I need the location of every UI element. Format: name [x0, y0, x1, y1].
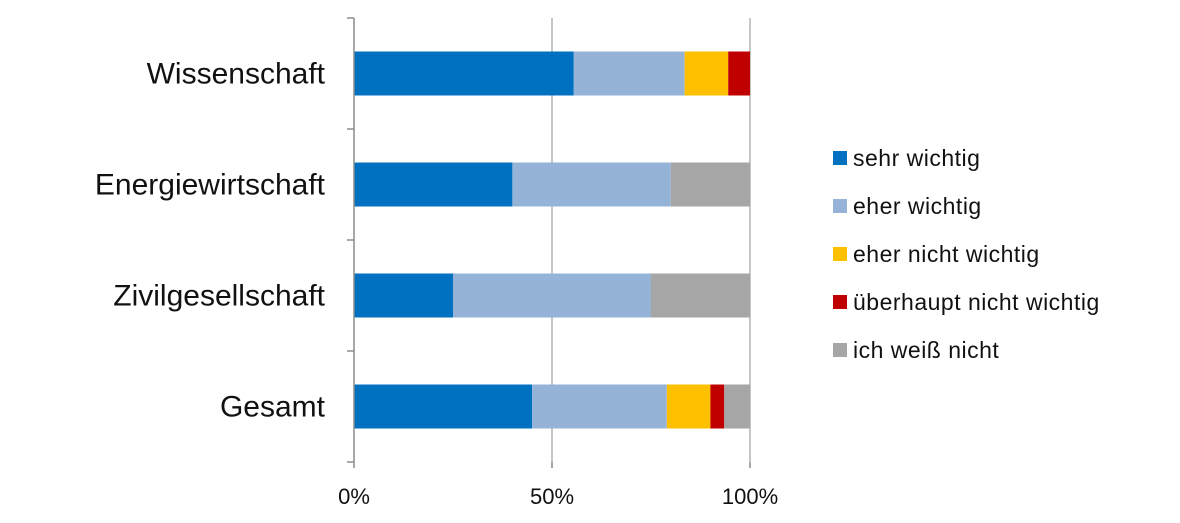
x-tick-label: 50%	[530, 484, 574, 509]
bar-segment	[684, 51, 729, 96]
legend-label: ich weiß nicht	[853, 337, 999, 363]
bar-segment	[573, 51, 685, 96]
bars	[354, 51, 750, 429]
legend-label: überhaupt nicht wichtig	[853, 289, 1100, 315]
legend-label: sehr wichtig	[853, 145, 980, 171]
category-label: Wissenschaft	[147, 58, 326, 91]
legend: sehr wichtig eher wichtig eher nicht wicht…	[833, 145, 1100, 363]
legend-swatch	[833, 343, 847, 357]
bar-segment	[666, 384, 711, 429]
x-tick-labels: 0% 50% 100%	[338, 484, 778, 509]
x-tick-label: 100%	[722, 484, 778, 509]
category-labels: Wissenschaft Energiewirtschaft Zivilgesell…	[95, 58, 326, 424]
legend-swatch	[833, 247, 847, 261]
bar-segment	[728, 51, 750, 96]
bar-segment	[532, 384, 667, 429]
legend-label: eher wichtig	[853, 193, 982, 219]
legend-swatch	[833, 199, 847, 213]
category-label: Gesamt	[220, 391, 326, 424]
bar-segment	[651, 273, 750, 318]
bar-segment	[354, 51, 574, 96]
axes	[347, 17, 751, 468]
bar-segment	[453, 273, 651, 318]
category-label: Energiewirtschaft	[95, 169, 326, 202]
bar-segment	[354, 384, 533, 429]
bar-segment	[354, 162, 513, 207]
bar-segment	[710, 384, 725, 429]
bar-segment	[724, 384, 750, 429]
bar-segment	[512, 162, 671, 207]
bar-segment	[670, 162, 750, 207]
legend-label: eher nicht wichtig	[853, 241, 1040, 267]
bar-segment	[354, 273, 453, 318]
legend-swatch	[833, 151, 847, 165]
x-tick-label: 0%	[338, 484, 370, 509]
legend-swatch	[833, 295, 847, 309]
category-label: Zivilgesellschaft	[113, 280, 325, 313]
